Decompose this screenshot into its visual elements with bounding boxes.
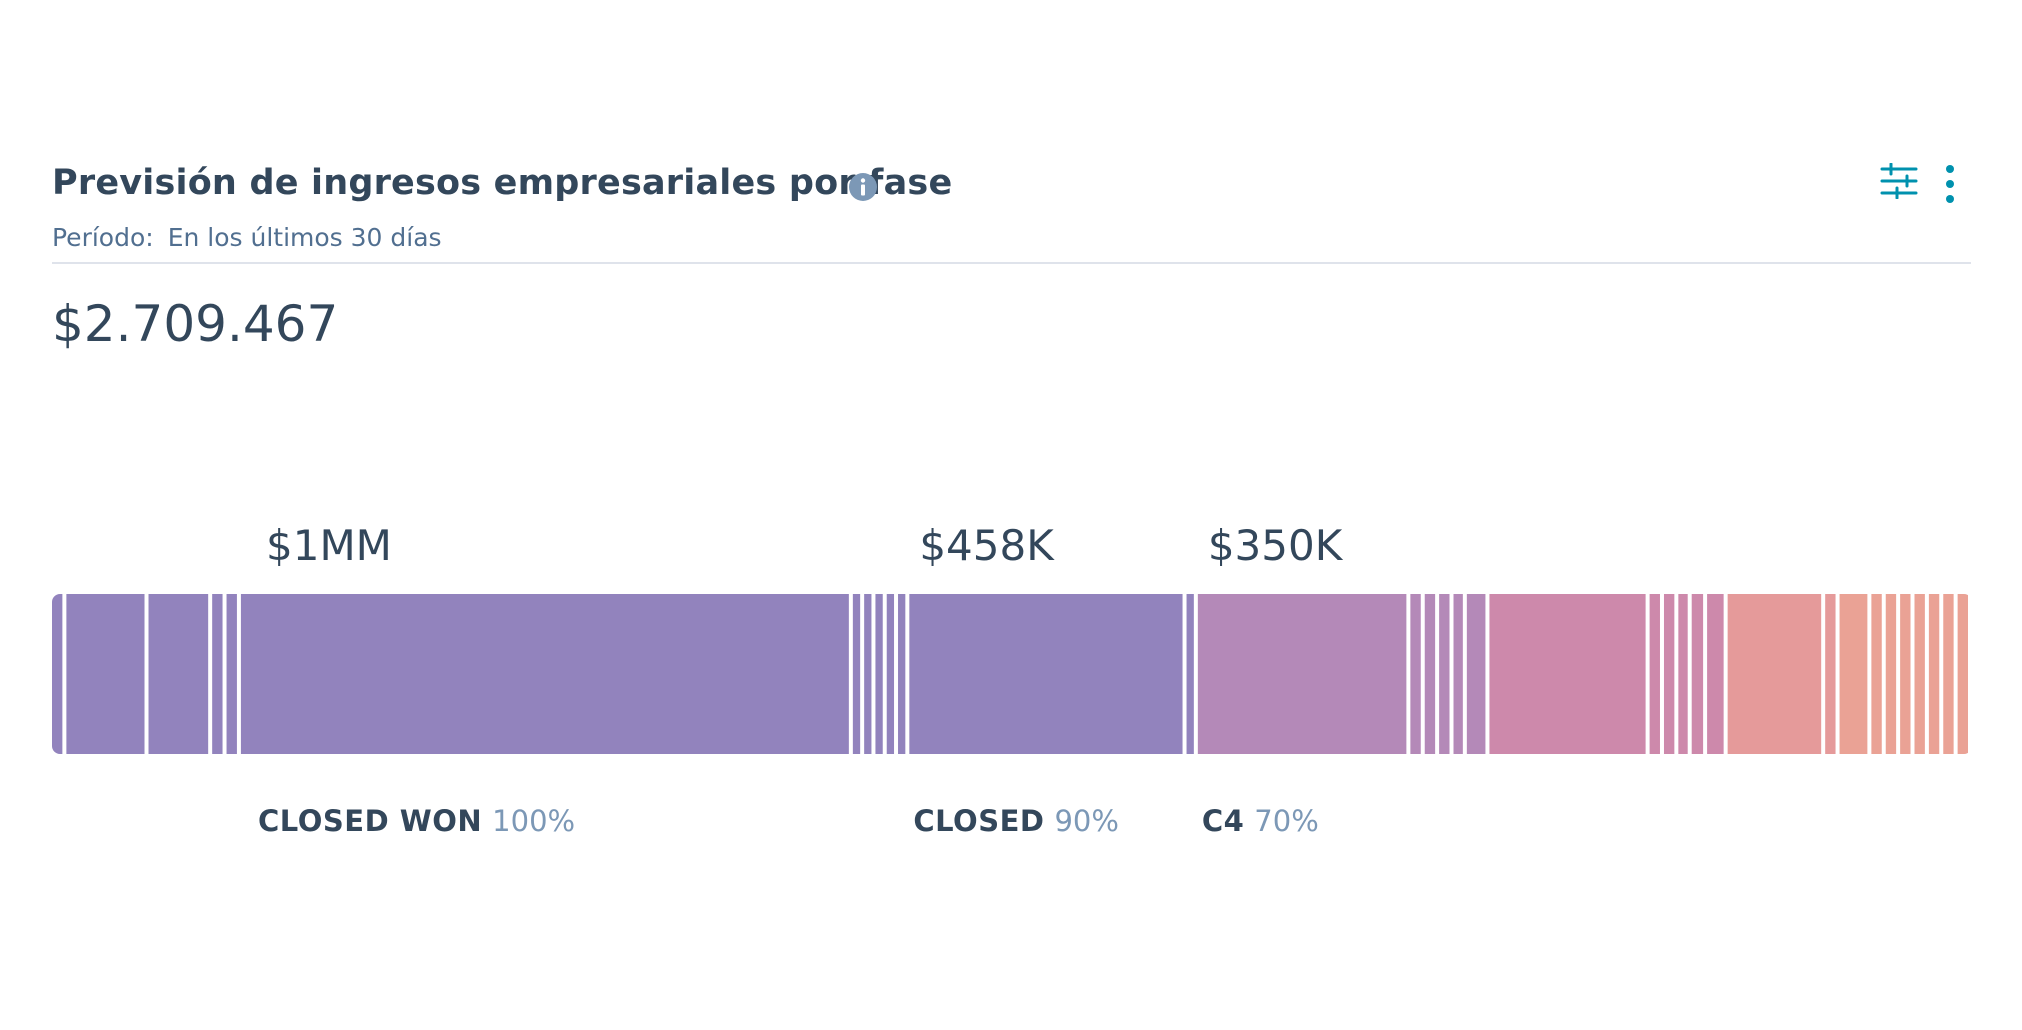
more-vertical-icon[interactable] [1940, 163, 1960, 205]
deal-segment[interactable] [864, 594, 872, 754]
deal-segment[interactable] [1914, 594, 1925, 754]
deal-segment[interactable] [1489, 594, 1646, 754]
deal-segment[interactable] [52, 594, 63, 754]
deal-segment[interactable] [226, 594, 237, 754]
stage-name: C4 [1202, 804, 1244, 838]
deal-segment[interactable] [1943, 594, 1954, 754]
stage-value-label: $1MM [266, 521, 392, 570]
deal-segment[interactable] [1839, 594, 1868, 754]
stage-percent: 90% [1054, 804, 1118, 838]
deal-segment[interactable] [1727, 594, 1822, 754]
deal-segment[interactable] [1649, 594, 1660, 754]
stage-percent: 100% [492, 804, 575, 838]
deal-segment[interactable] [1707, 594, 1724, 754]
stage-axis-label: CLOSED 90% [913, 804, 1119, 838]
deal-segment[interactable] [1928, 594, 1940, 754]
stage-axis-label: C4 70% [1202, 804, 1319, 838]
stage-name: CLOSED WON [258, 804, 482, 838]
deal-segment[interactable] [1871, 594, 1882, 754]
info-icon[interactable] [848, 172, 878, 202]
deal-segment[interactable] [1663, 594, 1675, 754]
stage-percent: 70% [1254, 804, 1318, 838]
deal-segment[interactable] [1197, 594, 1407, 754]
deal-segment[interactable] [1900, 594, 1911, 754]
period-value: En los últimos 30 días [167, 223, 442, 252]
deal-segment[interactable] [1424, 594, 1436, 754]
deal-segment[interactable] [898, 594, 906, 754]
deal-segment[interactable] [148, 594, 209, 754]
deal-segment[interactable] [1678, 594, 1688, 754]
deal-segment[interactable] [1410, 594, 1421, 754]
deal-segment[interactable] [875, 594, 883, 754]
deal-segment[interactable] [909, 594, 1183, 754]
deal-segment[interactable] [1957, 594, 1968, 754]
deal-segment[interactable] [1825, 594, 1836, 754]
deal-segment[interactable] [240, 594, 849, 754]
page-title: Previsión de ingresos empresariales por … [52, 163, 953, 203]
stage-axis-label: CLOSED WON 100% [258, 804, 575, 838]
deal-segment[interactable] [1186, 594, 1194, 754]
header-divider [52, 262, 1971, 264]
stage-value-label: $350K [1208, 521, 1344, 570]
deal-segment[interactable] [1885, 594, 1897, 754]
stage-name: CLOSED [913, 804, 1044, 838]
deal-segment[interactable] [66, 594, 145, 754]
deal-segment[interactable] [212, 594, 223, 754]
period-label: Período: [52, 223, 154, 252]
forecast-bar [52, 594, 1968, 754]
deal-segment[interactable] [852, 594, 861, 754]
deal-segment[interactable] [886, 594, 895, 754]
period-row: Período: En los últimos 30 días [52, 223, 442, 252]
deal-segment[interactable] [1691, 594, 1704, 754]
deal-segment[interactable] [1453, 594, 1463, 754]
deal-segment[interactable] [1466, 594, 1486, 754]
total-value: $2.709.467 [52, 295, 339, 353]
stage-value-label: $458K [919, 521, 1055, 570]
deal-segment[interactable] [1439, 594, 1450, 754]
filter-sliders-icon[interactable] [1879, 163, 1919, 199]
